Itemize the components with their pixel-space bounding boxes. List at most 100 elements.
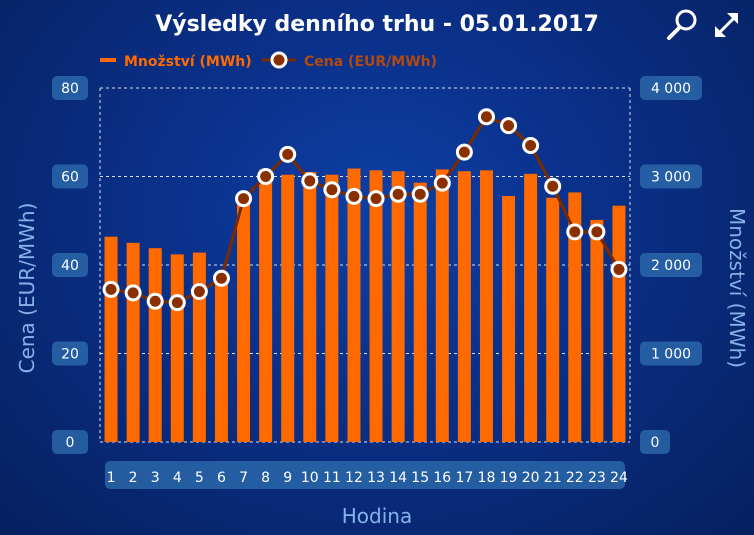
price-point[interactable] — [411, 185, 429, 203]
right-tick-label: 1 000 — [640, 341, 702, 366]
price-point[interactable] — [235, 190, 253, 208]
price-point[interactable] — [367, 190, 385, 208]
bar[interactable] — [502, 195, 516, 442]
legend-item-bars[interactable]: Množství (MWh) — [100, 54, 252, 70]
x-tick-label: 8 — [261, 470, 270, 486]
price-point[interactable] — [455, 143, 473, 161]
x-tick-label: 10 — [301, 470, 319, 486]
price-point[interactable] — [477, 108, 495, 126]
legend: Množství (MWh) Cena (EUR/MWh) — [100, 51, 437, 70]
price-point[interactable] — [168, 294, 186, 312]
magnifier-handle — [667, 26, 681, 40]
right-axis-ticks: 0 1 000 2 000 3 000 4 000 — [640, 76, 702, 454]
legend-label-line: Cena (EUR/MWh) — [304, 54, 437, 70]
x-tick-label: 14 — [389, 470, 407, 486]
svg-text:4 000: 4 000 — [651, 81, 691, 97]
bar[interactable] — [457, 171, 471, 442]
price-point[interactable] — [257, 168, 275, 185]
price-point[interactable] — [610, 260, 628, 278]
bar[interactable] — [192, 252, 206, 442]
price-point[interactable] — [345, 187, 363, 205]
magnifier-icon — [675, 9, 697, 31]
left-axis-ticks: 0 20 40 60 80 — [52, 76, 88, 454]
bar[interactable] — [546, 197, 560, 442]
bar[interactable] — [413, 182, 427, 442]
svg-text:3 000: 3 000 — [651, 170, 691, 186]
x-tick-label: 2 — [129, 470, 138, 486]
svg-text:40: 40 — [61, 258, 79, 274]
x-axis-title: Hodina — [342, 504, 412, 528]
left-tick-label: 20 — [52, 341, 88, 366]
x-tick-label: 22 — [566, 470, 584, 486]
x-tick-label: 13 — [367, 470, 385, 486]
price-point[interactable] — [212, 269, 230, 287]
bar[interactable] — [568, 192, 582, 442]
bar[interactable] — [369, 170, 383, 442]
x-tick-label: 9 — [283, 470, 292, 486]
x-tick-label: 4 — [173, 470, 182, 486]
price-point[interactable] — [102, 280, 120, 298]
chart-title: Výsledky denního trhu - 05.01.2017 — [155, 12, 599, 37]
svg-text:0: 0 — [66, 435, 75, 451]
bar[interactable] — [479, 170, 493, 442]
price-point[interactable] — [146, 292, 164, 310]
bar[interactable] — [612, 205, 626, 442]
right-tick-label: 0 — [640, 430, 670, 454]
price-point[interactable] — [433, 174, 451, 192]
bar[interactable] — [391, 171, 405, 442]
price-line — [110, 114, 621, 305]
zoom-button[interactable] — [667, 9, 697, 40]
svg-text:0: 0 — [651, 435, 660, 451]
grid — [99, 87, 631, 443]
bar[interactable] — [259, 169, 273, 443]
bar[interactable] — [325, 174, 339, 443]
svg-text:2 000: 2 000 — [651, 258, 691, 274]
x-tick-label: 5 — [195, 470, 204, 486]
bar[interactable] — [104, 236, 118, 442]
price-point[interactable] — [544, 177, 562, 195]
bar[interactable] — [170, 254, 184, 442]
fullscreen-button[interactable] — [715, 13, 738, 37]
legend-bar-swatch — [100, 58, 116, 62]
x-tick-label: 19 — [500, 470, 518, 486]
bar[interactable] — [148, 248, 162, 442]
price-point[interactable] — [190, 283, 208, 301]
x-tick-label: 6 — [217, 470, 226, 486]
price-point[interactable] — [588, 223, 606, 241]
legend-item-line[interactable]: Cena (EUR/MWh) — [262, 51, 437, 70]
price-point[interactable] — [279, 145, 297, 163]
left-tick-label: 0 — [52, 430, 88, 454]
bar[interactable] — [281, 174, 295, 443]
bar[interactable] — [237, 201, 251, 442]
x-tick-label: 17 — [455, 470, 473, 486]
bar[interactable] — [590, 219, 604, 442]
x-axis-ticks: 1 2 3 4 5 6 7 8 9 10 11 12 13 14 15 16 17 18 19 20 21 22 23 24 — [105, 461, 628, 489]
svg-text:60: 60 — [61, 170, 79, 186]
svg-text:20: 20 — [61, 347, 79, 363]
bar[interactable] — [214, 276, 228, 442]
x-tick-label: 16 — [433, 470, 451, 486]
bar[interactable] — [435, 169, 449, 443]
price-point[interactable] — [566, 223, 584, 241]
price-point[interactable] — [301, 172, 319, 190]
expand-arrows-icon — [715, 13, 738, 37]
left-tick-label: 80 — [52, 76, 88, 100]
price-point[interactable] — [323, 181, 341, 199]
bar[interactable] — [347, 168, 361, 442]
price-point[interactable] — [389, 185, 407, 203]
x-tick-label: 20 — [522, 470, 540, 486]
right-tick-label: 4 000 — [640, 76, 702, 100]
x-tick-label: 12 — [345, 470, 363, 486]
bar[interactable] — [524, 173, 538, 442]
y-axis-left-title: Cena (EUR/MWh) — [15, 203, 39, 374]
price-point[interactable] — [124, 284, 142, 302]
bar[interactable] — [126, 242, 140, 442]
svg-text:80: 80 — [61, 81, 79, 97]
y-axis-right-title: Množství (MWh) — [725, 208, 749, 368]
price-point[interactable] — [522, 137, 540, 155]
x-tick-label: 23 — [588, 470, 606, 486]
left-tick-label: 60 — [52, 164, 88, 189]
bar[interactable] — [303, 172, 317, 442]
price-point[interactable] — [500, 117, 518, 135]
